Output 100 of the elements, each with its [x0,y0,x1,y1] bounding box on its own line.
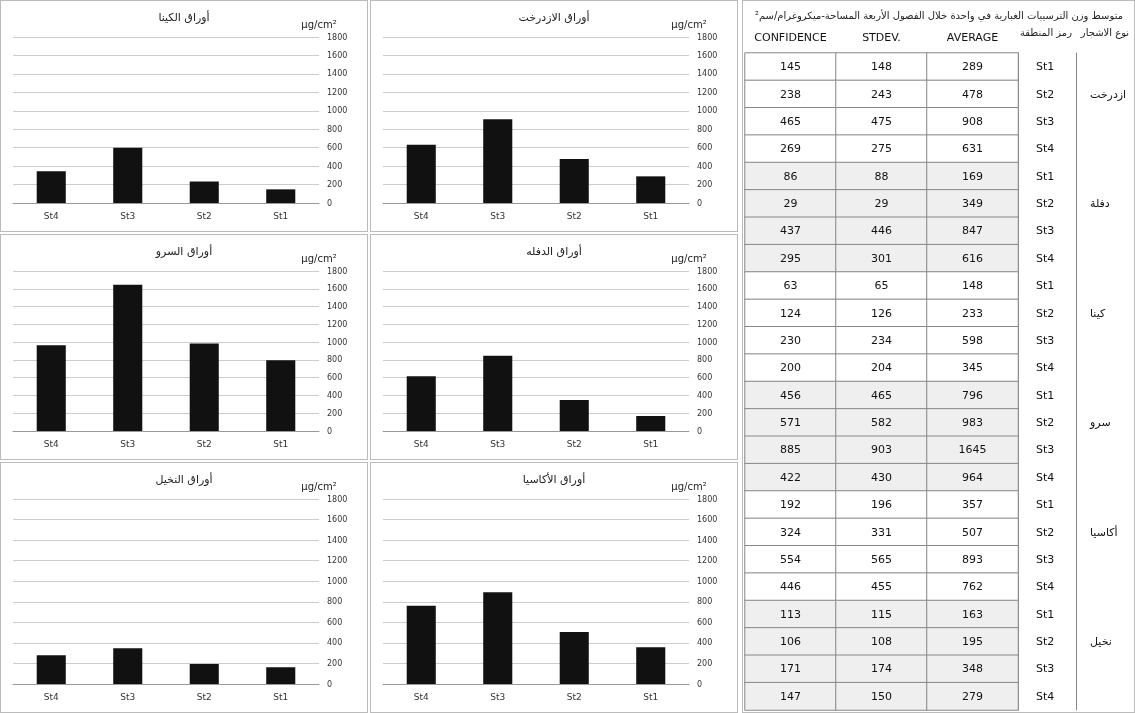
data-label: 88 [874,169,889,183]
y2-tick-label: دفلة [1090,197,1110,211]
data-label: 126 [871,306,892,320]
y-tick-label: 1400 [697,302,718,312]
data-label: 115 [871,607,892,621]
y-axis-title: µg/cm² [301,252,337,264]
bar [483,355,513,431]
y-tick-label: 1400 [327,535,348,545]
x-tick-label: St4 [43,438,60,449]
x-tick-label: St1 [643,691,659,702]
data-label: 903 [871,443,892,457]
y-tick-label: 1000 [697,576,718,586]
data-label: 234 [871,333,892,347]
y2-tick-label: أكاسيا [1090,524,1118,539]
y-tick-label: 1600 [697,50,718,60]
y-tick-label: St4 [1036,142,1055,156]
y-tick-label: 0 [697,679,703,689]
bar [36,345,66,431]
data-label: 195 [962,635,983,649]
y-tick-label: 800 [697,355,713,365]
bar [406,144,436,203]
data-label: 465 [871,388,892,402]
y-tick-label: 800 [327,355,343,365]
data-label: 762 [962,580,983,594]
y-tick-label: St2 [1036,635,1055,649]
bar [36,655,66,684]
y-tick-label: 1400 [327,69,348,79]
y-tick-label: St2 [1036,306,1055,320]
data-label: 893 [962,552,983,566]
y-tick-label: St4 [1036,580,1055,594]
y2-tick-label: ازدرخت [1090,87,1127,101]
bar [636,176,666,203]
data-label: 113 [780,607,801,621]
y-tick-label: St2 [1036,416,1055,430]
data-label: 243 [871,87,892,101]
data-label: 163 [962,607,983,621]
data-label: 446 [780,580,801,594]
y-tick-label: St2 [1036,525,1055,539]
y-tick-label: 1600 [327,284,348,294]
y-tick-label: St2 [1036,87,1055,101]
data-label: 571 [780,416,801,430]
chart-title: أوراق السرو [154,244,213,258]
y-tick-label: St3 [1036,662,1055,676]
bar [189,181,219,203]
y-tick-label: 800 [327,597,343,607]
y-axis-title: µg/cm² [671,18,707,30]
bar [266,360,296,431]
y-tick-label: 1200 [327,319,348,329]
y-tick-label: 1000 [327,576,348,586]
bar [406,605,436,684]
y-tick-label: 1000 [697,337,718,347]
bar [266,189,296,203]
y-tick-label: 400 [697,638,713,648]
y-tick-label: 0 [697,198,703,208]
data-label: 437 [780,224,801,238]
data-label: 233 [962,306,983,320]
x-tick-label: St4 [413,691,430,702]
chart-title: أوراق الكينا [158,10,210,24]
data-label: 148 [871,60,892,74]
y-tick-label: 600 [697,143,713,153]
y-tick-label: 1400 [697,69,718,79]
y-tick-label: 1600 [327,50,348,60]
data-label: 29 [783,197,798,211]
chart-title: أوراق النخيل [155,472,213,486]
y-axis-title: µg/cm² [301,480,337,492]
y-axis-title: µg/cm² [671,480,707,492]
data-label: 616 [962,251,983,265]
data-label: 279 [962,689,983,703]
data-label: 200 [780,361,801,375]
y-tick-label: St1 [1036,60,1055,74]
x-tick-label: St2 [196,691,212,702]
data-label: 598 [962,333,983,347]
y-tick-label: 1600 [697,515,718,525]
x-tick-label: St3 [120,691,136,702]
data-label: 301 [871,251,892,265]
x-tick-label: CONFIDENCE [754,31,827,44]
y-tick-label: 1800 [697,32,718,42]
data-label: 174 [871,662,892,676]
y-tick-label: 400 [697,390,713,400]
y-tick-label: 1200 [697,319,718,329]
x-tick-label: St3 [490,691,506,702]
chart-title: متوسط وزن الترسيبات الغبارية في واحدة خلال الفصول الأربعة المساحة-ميكروغرام/سم² [754,8,1124,22]
data-label: 289 [962,60,983,74]
data-label: 1645 [958,443,987,457]
data-label: 324 [780,525,801,539]
y-tick-label: 1200 [327,556,348,566]
data-label: 565 [871,552,892,566]
data-label: 465 [780,114,801,128]
data-label: 456 [780,388,801,402]
bar [483,119,513,203]
y-tick-label: 1800 [327,32,348,42]
x-tick-label: AVERAGE [946,31,999,44]
chart-title: أوراق الدفله [526,244,582,258]
chart-title: أوراق الازدرخت [518,10,590,24]
x-tick-label: St4 [43,691,60,702]
y-axis-title: رمز المنطقة [1019,26,1073,38]
x-tick-label: St2 [196,210,212,221]
data-label: 357 [962,498,983,512]
y-tick-label: St2 [1036,197,1055,211]
x-tick-label: St3 [490,438,506,449]
